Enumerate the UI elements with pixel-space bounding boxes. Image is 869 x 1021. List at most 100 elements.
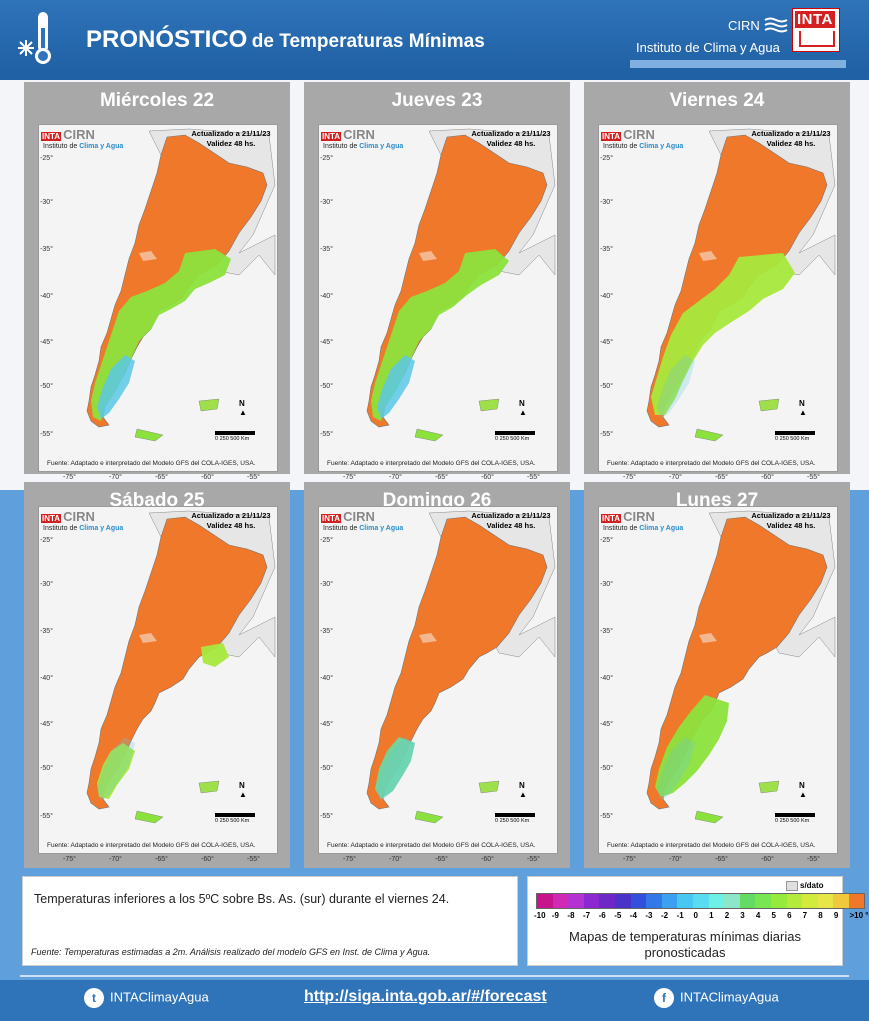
map-scale: 0 250 500 Km [495, 813, 535, 824]
forecast-panel: Jueves 23 INTA CIRN Instituto de Clima y … [304, 82, 570, 481]
lon-label: -60° [481, 474, 494, 481]
lat-label: -45° [320, 339, 333, 346]
forecast-map: INTA CIRN Instituto de Clima y Agua Actua… [598, 124, 838, 481]
color-swatch [537, 894, 553, 908]
no-data-label: s/dato [786, 881, 824, 891]
lat-label: -30° [320, 581, 333, 588]
lon-label: -70° [669, 474, 682, 481]
panel-day-title: Viernes 24 [669, 90, 765, 111]
forecast-map: INTA CIRN Instituto de Clima y Agua Actua… [38, 506, 278, 863]
north-arrow: N ▲ [799, 781, 807, 799]
lon-label: -75° [63, 856, 76, 863]
lon-label: -60° [761, 856, 774, 863]
argentina-map [599, 125, 837, 471]
map-scale: 0 250 500 Km [215, 813, 255, 824]
forecast-map: INTA CIRN Instituto de Clima y Agua Actua… [318, 506, 558, 863]
lat-label: -55° [320, 813, 333, 820]
panel-day-title: Jueves 23 [391, 90, 483, 111]
forecast-map: INTA CIRN Instituto de Clima y Agua Actua… [598, 506, 838, 863]
map-scale: 0 250 500 Km [775, 431, 815, 442]
lon-label: -70° [109, 474, 122, 481]
lat-label: -40° [320, 293, 333, 300]
color-swatch [552, 894, 569, 908]
lat-label: -50° [600, 765, 613, 772]
lat-label: -25° [320, 155, 333, 162]
twitter-icon: t [84, 988, 104, 1008]
lat-label: -25° [40, 155, 53, 162]
lat-label: -35° [320, 628, 333, 635]
cold-zone [97, 355, 135, 419]
lat-label: -40° [600, 293, 613, 300]
inta-logo: INTA [792, 8, 840, 52]
map-logo: INTA CIRN [41, 127, 95, 142]
lat-label: -35° [40, 628, 53, 635]
cold-zone [377, 737, 415, 801]
color-bar [536, 893, 866, 909]
lat-label: -45° [40, 721, 53, 728]
lon-label: -70° [109, 856, 122, 863]
color-label: 2 [724, 911, 730, 920]
lat-label: -45° [40, 339, 53, 346]
north-arrow: N ▲ [519, 399, 527, 417]
lat-label: -30° [40, 581, 53, 588]
map-updated: Actualizado a 21/11/23 Validez 48 hs. [751, 129, 831, 148]
lon-label: -70° [389, 856, 402, 863]
color-label: 6 [787, 911, 792, 920]
color-label: 5 [771, 911, 776, 920]
color-swatch [848, 894, 865, 908]
lat-label: -50° [320, 765, 333, 772]
lon-label: -65° [715, 856, 728, 863]
facebook-icon: f [654, 988, 674, 1008]
lon-label: -55° [807, 856, 820, 863]
lon-label: -60° [481, 856, 494, 863]
facebook-link[interactable]: f INTAClimayAgua [654, 988, 779, 1008]
color-label: >10 °C [849, 911, 869, 920]
lon-label: -65° [435, 474, 448, 481]
cold-zone [377, 355, 415, 419]
argentina-map [39, 507, 277, 853]
color-label: 1 [709, 911, 714, 920]
color-swatch [770, 894, 787, 908]
title-rest: de Temperaturas Mínimas [251, 31, 485, 52]
color-label: 9 [833, 911, 839, 920]
north-arrow: N ▲ [519, 781, 527, 799]
panel-day-title: Domingo 26 [382, 490, 492, 511]
map-institute: Instituto de Clima y Agua [43, 525, 124, 532]
color-legend: s/dato -10 -9 -8 -7 -6 -5 -4 -3 -2 -1 0 1 2 3 4 5 6 7 8 9 >1… [527, 876, 869, 966]
lat-label: -55° [320, 431, 333, 438]
lon-label: -55° [247, 856, 260, 863]
panel-day-title: Miércoles 22 [99, 90, 215, 111]
lat-label: -55° [600, 813, 613, 820]
lon-label: -70° [669, 856, 682, 863]
lon-label: -55° [807, 474, 820, 481]
map-institute: Instituto de Clima y Agua [43, 143, 124, 150]
forecast-link[interactable]: http://siga.inta.gob.ar/#/forecast [304, 988, 547, 1005]
twitter-link[interactable]: t INTAClimayAgua [84, 988, 209, 1008]
lon-label: -75° [63, 474, 76, 481]
lat-label: -35° [40, 246, 53, 253]
cold-zone [97, 737, 135, 801]
temperature-zone [655, 695, 729, 797]
lat-label: -40° [320, 675, 333, 682]
forecast-panel: Viernes 24 INTA CIRN Instituto de Clima y… [584, 82, 850, 481]
lat-label: -30° [40, 199, 53, 206]
color-swatch [833, 894, 849, 908]
color-swatch [708, 894, 725, 908]
color-swatch [677, 894, 693, 908]
cirn-label: CIRN [728, 18, 760, 33]
lat-label: -35° [600, 628, 613, 635]
lon-label: -65° [715, 474, 728, 481]
color-label: 8 [818, 911, 823, 920]
color-label: -5 [614, 911, 622, 920]
footer-bar: t INTAClimayAgua http://siga.inta.gob.ar/… [0, 980, 869, 1021]
color-label: -2 [660, 911, 669, 920]
color-label: 4 [755, 911, 761, 920]
lat-label: -50° [600, 383, 613, 390]
forecast-panel: Miércoles 22 INTA CIRN Instituto de Clima… [24, 82, 290, 481]
color-label: -8 [567, 911, 575, 920]
forecast-map: INTA CIRN Instituto de Clima y Agua Actua… [318, 124, 558, 481]
institute-label: Instituto de Clima y Agua [636, 40, 780, 55]
lat-label: -55° [600, 431, 613, 438]
color-swatch [630, 894, 647, 908]
color-label: 7 [802, 911, 808, 920]
